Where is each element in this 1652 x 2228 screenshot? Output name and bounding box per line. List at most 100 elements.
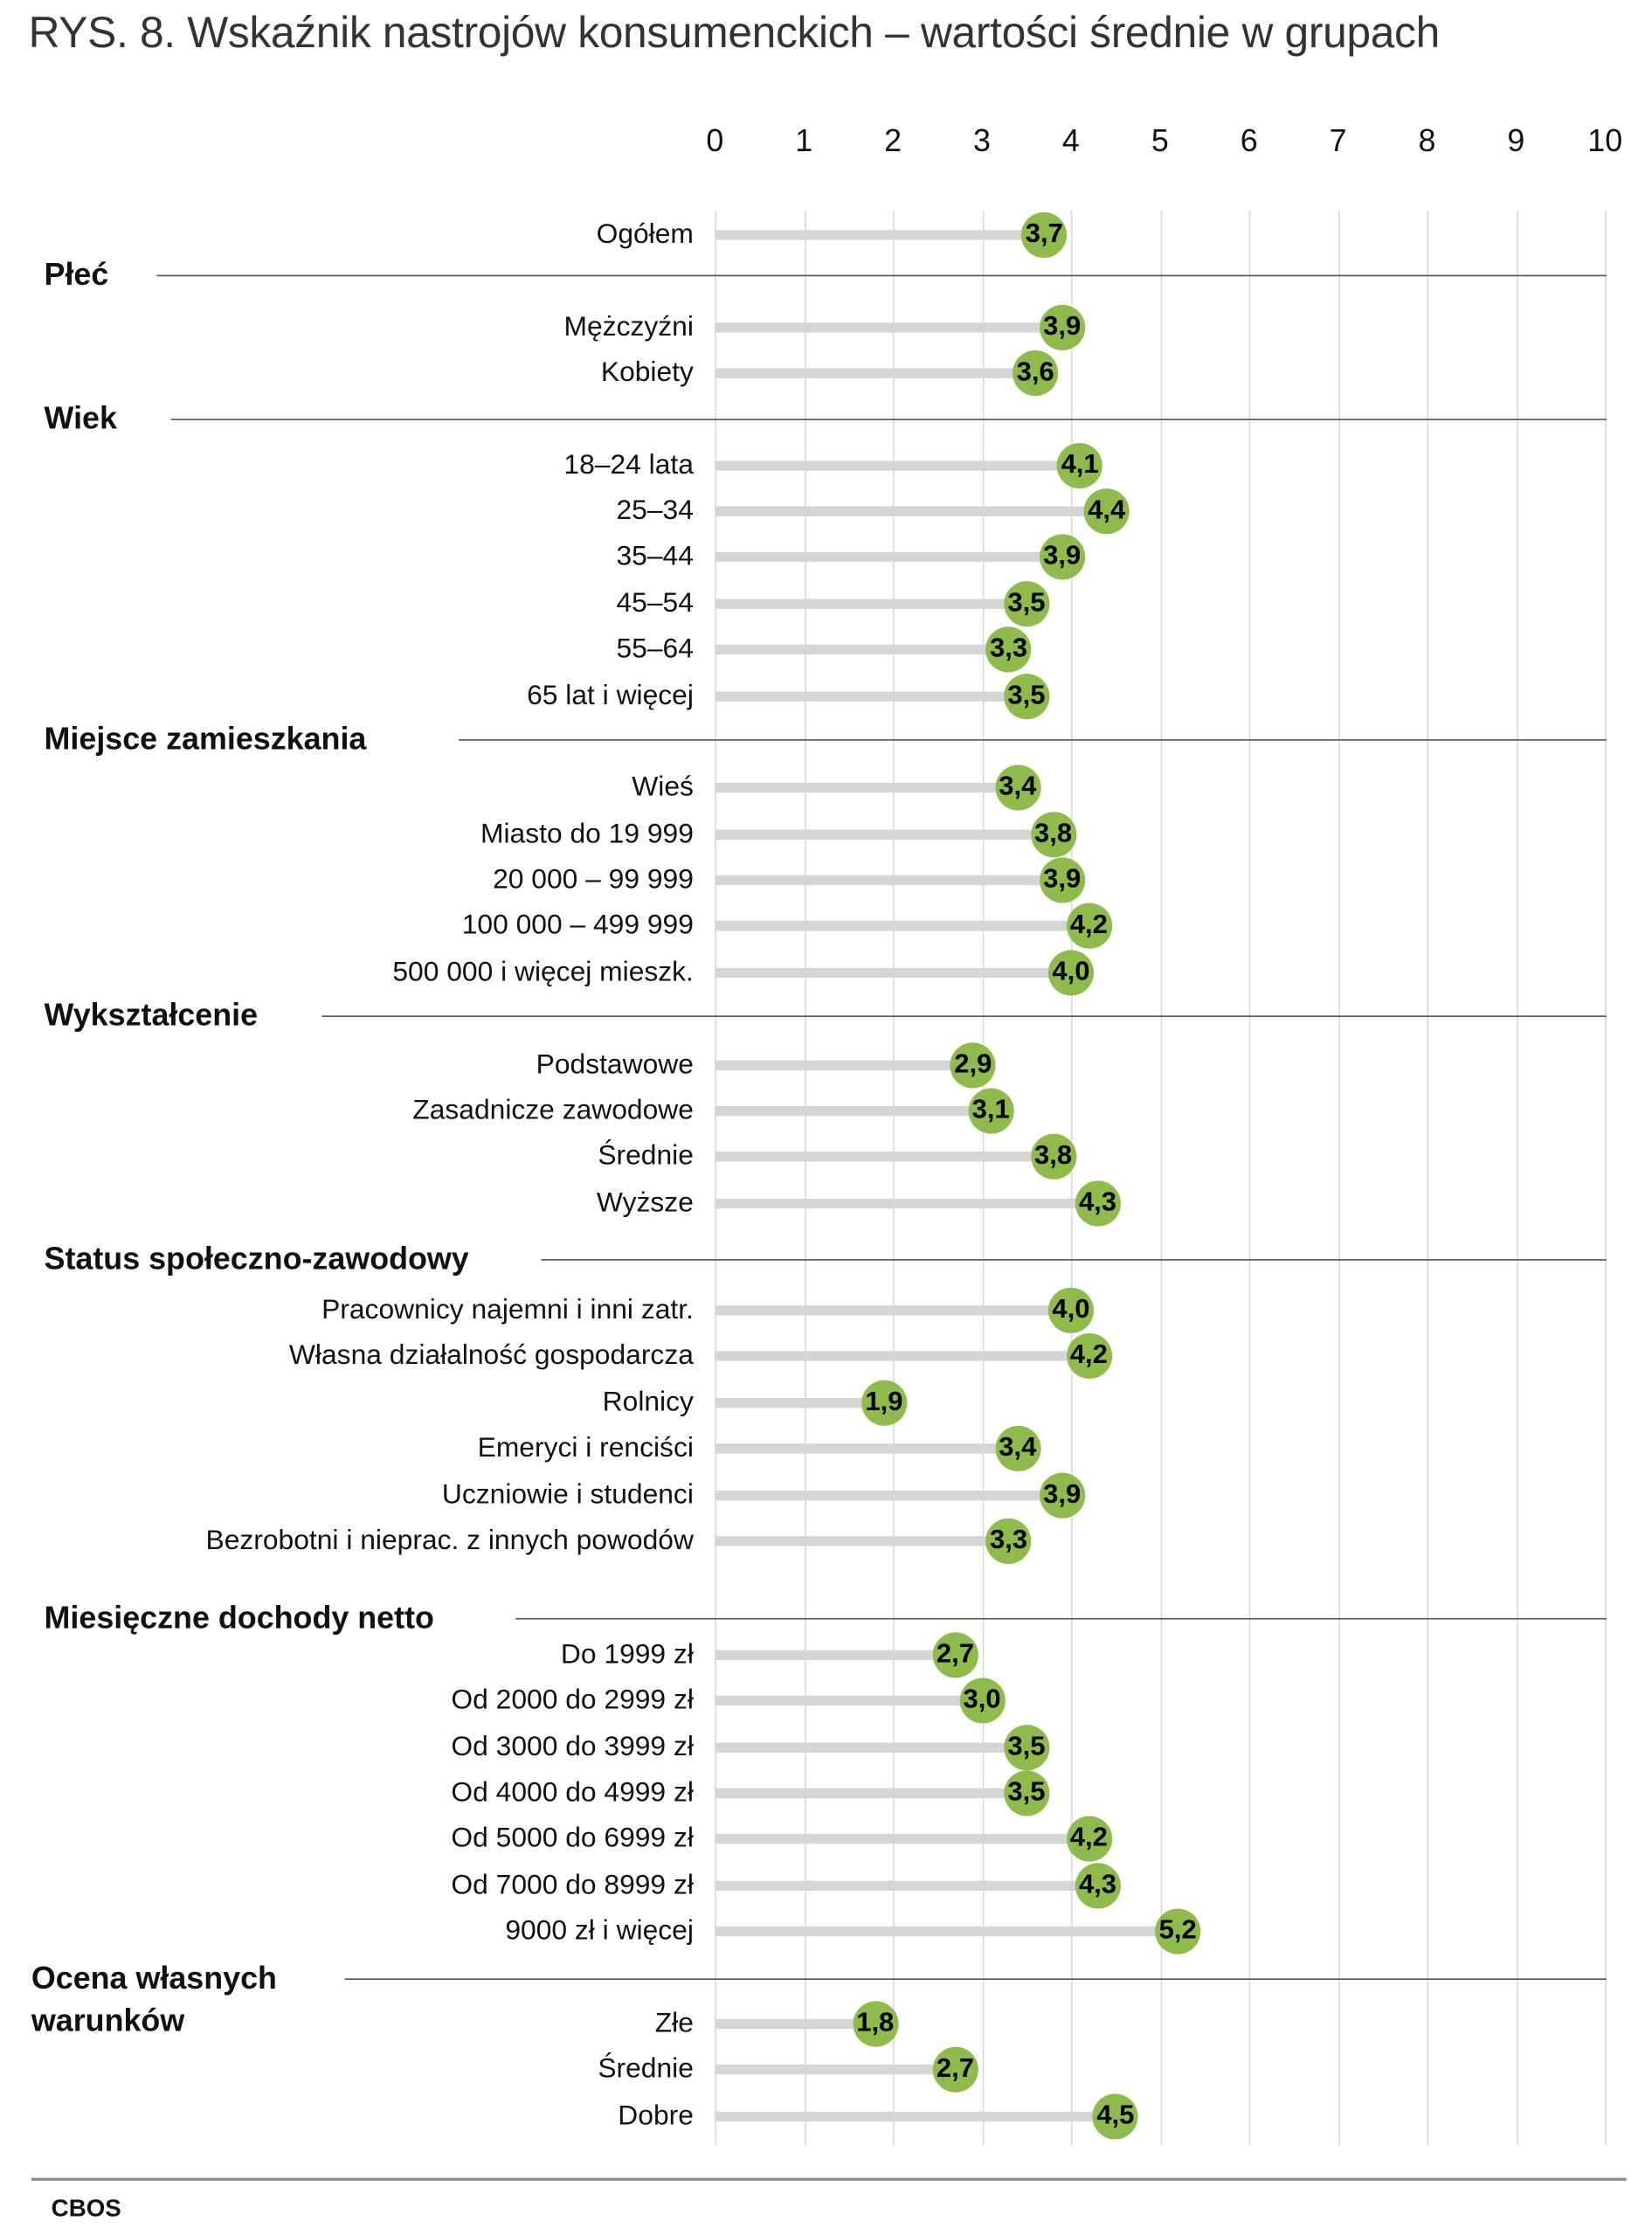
value-marker xyxy=(1066,1332,1112,1380)
data-label: 3,4 xyxy=(999,771,1037,802)
data-label: 2,9 xyxy=(954,1049,992,1080)
value-marker xyxy=(1075,1180,1121,1227)
data-label: 4,0 xyxy=(1052,1294,1090,1325)
bar xyxy=(715,1491,1062,1501)
value-marker xyxy=(968,1088,1014,1134)
x-tick-label: 6 xyxy=(1240,122,1258,158)
row-label: Zasadnicze zawodowe xyxy=(412,1094,694,1126)
row-label: 18–24 lata xyxy=(563,449,694,481)
data-label: 4,5 xyxy=(1096,2100,1135,2131)
bar xyxy=(715,1105,992,1117)
x-tick-label: 3 xyxy=(973,122,992,158)
bar xyxy=(715,551,1062,563)
data-label: 3,0 xyxy=(963,1685,1001,1715)
group-label: Status społeczno-zawodowy xyxy=(44,1240,469,1277)
value-marker xyxy=(1003,674,1050,720)
row-label: Od 5000 do 6999 zł xyxy=(451,1822,694,1854)
chart-title: RYS. 8. Wskaźnik nastrojów konsumenckich… xyxy=(28,8,1441,58)
data-label: 1,8 xyxy=(856,2008,895,2038)
gridline xyxy=(1605,211,1607,2146)
data-label: 3,3 xyxy=(990,633,1028,664)
data-label: 3,7 xyxy=(1025,219,1063,250)
value-marker xyxy=(1039,304,1085,351)
group-divider xyxy=(344,1978,1607,1980)
data-label: 4,2 xyxy=(1069,1340,1108,1371)
row-label: 25–34 xyxy=(616,495,694,527)
value-marker xyxy=(1092,2093,1138,2140)
data-label: 3,9 xyxy=(1043,312,1082,343)
group-divider xyxy=(156,274,1607,277)
bar xyxy=(715,875,1062,886)
value-marker xyxy=(1047,1287,1094,1333)
row-label: Średnie xyxy=(598,2052,694,2085)
data-label: 3,9 xyxy=(1043,541,1082,571)
data-label: 2,7 xyxy=(936,2053,974,2084)
group-label: Wykształcenie xyxy=(44,997,259,1033)
row-label: Uczniowie i studenci xyxy=(441,1478,694,1511)
value-marker xyxy=(1013,350,1059,397)
row-label: Kobiety xyxy=(600,356,694,389)
group-label: Miejsce zamieszkania xyxy=(44,720,367,757)
row-label: Pracownicy najemni i inni zatr. xyxy=(321,1294,694,1325)
data-label: 4,2 xyxy=(1069,1823,1108,1853)
data-label: 5,2 xyxy=(1158,1915,1197,1946)
row-label: Bezrobotni i nieprac. z innych powodów xyxy=(205,1525,694,1556)
bar xyxy=(715,368,1036,378)
data-label: 4,3 xyxy=(1078,1870,1117,1900)
bar xyxy=(715,1833,1089,1844)
row-label: 500 000 i więcej mieszk. xyxy=(392,956,694,988)
group-label: Miesięczne dochody netto xyxy=(44,1599,434,1636)
value-marker xyxy=(985,1518,1032,1564)
value-marker xyxy=(950,1042,996,1089)
value-marker xyxy=(1003,1770,1050,1816)
value-marker xyxy=(932,2046,978,2093)
row-label: Wyższe xyxy=(596,1187,694,1219)
row-label: Mężczyźni xyxy=(563,311,694,343)
bar xyxy=(715,1536,1009,1546)
gridline xyxy=(982,211,984,2146)
row-label: 100 000 – 499 999 xyxy=(461,909,694,941)
data-label: 3,4 xyxy=(999,1432,1037,1463)
row-label: 20 000 – 99 999 xyxy=(493,863,694,896)
row-label: Ogółem xyxy=(596,218,694,251)
row-label: Od 4000 do 4999 zł xyxy=(451,1776,694,1809)
row-label: Rolnicy xyxy=(602,1386,694,1418)
value-marker xyxy=(1039,1472,1085,1519)
data-label: 3,5 xyxy=(1007,1777,1046,1808)
value-marker xyxy=(1039,857,1085,903)
bar xyxy=(715,1926,1179,1937)
row-label: Wieś xyxy=(632,771,694,803)
value-marker xyxy=(861,1380,908,1426)
row-label: Do 1999 zł xyxy=(560,1638,694,1671)
value-marker xyxy=(958,1678,1006,1724)
row-label: Złe xyxy=(654,2007,694,2039)
x-tick-label: 8 xyxy=(1418,122,1436,158)
value-marker xyxy=(1066,1816,1112,1862)
x-tick-label: 2 xyxy=(884,122,902,158)
group-divider xyxy=(321,1015,1607,1017)
row-label: Własna działalność gospodarcza xyxy=(288,1339,694,1372)
group-divider xyxy=(170,419,1607,420)
value-marker xyxy=(994,765,1040,811)
bar xyxy=(715,1443,1018,1454)
row-label: Emeryci i renciści xyxy=(477,1432,694,1464)
value-marker xyxy=(985,626,1032,673)
value-marker xyxy=(1030,1133,1076,1180)
value-marker xyxy=(852,2001,898,2047)
group-label: Płeć xyxy=(44,256,109,293)
x-tick-label: 7 xyxy=(1329,122,1347,158)
value-marker xyxy=(1083,488,1130,535)
bar xyxy=(715,1880,1098,1892)
data-label: 3,9 xyxy=(1043,1479,1082,1511)
row-label: 35–44 xyxy=(616,540,694,572)
data-label: 3,9 xyxy=(1043,864,1082,895)
row-label: Od 7000 do 8999 zł xyxy=(451,1869,694,1901)
value-marker xyxy=(1021,211,1068,259)
row-label: Miasto do 19 999 xyxy=(480,818,694,850)
bar xyxy=(715,1695,983,1706)
x-tick-label: 1 xyxy=(795,122,813,158)
x-tick-label: 10 xyxy=(1587,122,1623,158)
value-marker xyxy=(1155,1908,1201,1955)
bar xyxy=(715,599,1026,609)
